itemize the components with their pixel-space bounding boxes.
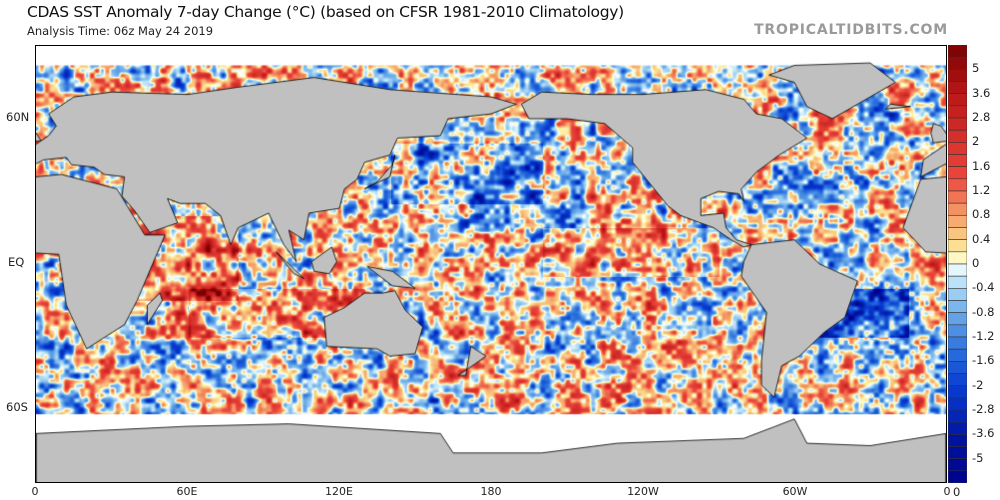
colorbar-label: 3.6: [972, 85, 991, 100]
lon-label-180: 180: [480, 485, 502, 498]
colorbar-label: 5: [972, 61, 980, 76]
colorbar-label: 0: [972, 256, 980, 270]
colorbar-label: -1.6: [972, 353, 995, 368]
colorbar-label: -2.8: [972, 402, 995, 416]
colorbar-segment: [948, 361, 967, 374]
lat-label-60n: 60N: [6, 110, 30, 124]
colorbar-segment: [948, 348, 967, 362]
colorbar-segment: [948, 56, 967, 70]
colorbar-label: 2.8: [972, 110, 991, 124]
lon-label-120w: 120W: [627, 485, 659, 498]
colorbar-segment: [948, 239, 967, 253]
colorbar-segment: [948, 227, 967, 240]
colorbar-segment: [948, 93, 967, 107]
colorbar-segment: [948, 263, 967, 277]
colorbar-segment: [948, 45, 967, 58]
colorbar-segment: [948, 421, 967, 435]
colorbar-label: -0.8: [972, 304, 995, 319]
colorbar-segment: [948, 288, 967, 301]
lon-label-60w: 60W: [782, 485, 808, 498]
colorbar-segment: [948, 202, 967, 216]
colorbar-label: -5: [972, 450, 984, 465]
colorbar-label: 1.6: [972, 158, 991, 173]
colorbar-label: 0.8: [972, 207, 991, 222]
colorbar-segment: [948, 105, 967, 119]
colorbar-segment: [948, 190, 967, 204]
colorbar-segment: [948, 373, 967, 386]
lon-label-0: 0: [31, 485, 39, 498]
lon-label-60e: 60E: [176, 485, 198, 498]
sst-anomaly-map: [35, 45, 947, 483]
colorbar-segment: [948, 215, 967, 228]
colorbar-bottom-label: 0: [953, 485, 961, 499]
colorbar-segment: [948, 154, 967, 167]
lat-label-eq: EQ: [8, 255, 25, 269]
colorbar-label: -0.4: [972, 280, 995, 295]
colorbar: [948, 45, 967, 483]
colorbar-segment: [948, 251, 967, 265]
colorbar-label: -2: [972, 377, 984, 392]
colorbar-segment: [948, 409, 967, 423]
colorbar-label: -1.2: [972, 329, 995, 343]
colorbar-label: -3.6: [972, 426, 995, 441]
colorbar-segment: [948, 178, 967, 192]
colorbar-segment: [948, 397, 967, 411]
lon-label-120e: 120E: [325, 485, 353, 498]
lat-label-60s: 60S: [6, 400, 28, 414]
colorbar-segment: [948, 434, 967, 447]
analysis-time: Analysis Time: 06z May 24 2019: [27, 24, 214, 38]
map-title: CDAS SST Anomaly 7-day Change (°C) (base…: [27, 3, 624, 21]
colorbar-segment: [948, 275, 967, 289]
colorbar-segment: [948, 446, 967, 459]
colorbar-segment: [948, 117, 967, 131]
colorbar-segment: [948, 336, 967, 350]
colorbar-segment: [948, 300, 967, 313]
colorbar-segment: [948, 470, 967, 483]
colorbar-segment: [948, 312, 967, 326]
colorbar-label: 0.4: [972, 231, 991, 246]
colorbar-segment: [948, 69, 967, 82]
colorbar-segment: [948, 81, 967, 94]
watermark: TROPICALTIDBITS.COM: [754, 22, 948, 38]
colorbar-segment: [948, 129, 967, 143]
colorbar-segment: [948, 385, 967, 399]
colorbar-label: 2: [972, 134, 980, 149]
colorbar-segment: [948, 324, 967, 338]
lon-label-0-east: 0: [943, 485, 951, 498]
colorbar-segment: [948, 142, 967, 155]
colorbar-segment: [948, 458, 967, 472]
colorbar-label: 1.2: [972, 183, 991, 197]
colorbar-segment: [948, 166, 967, 180]
